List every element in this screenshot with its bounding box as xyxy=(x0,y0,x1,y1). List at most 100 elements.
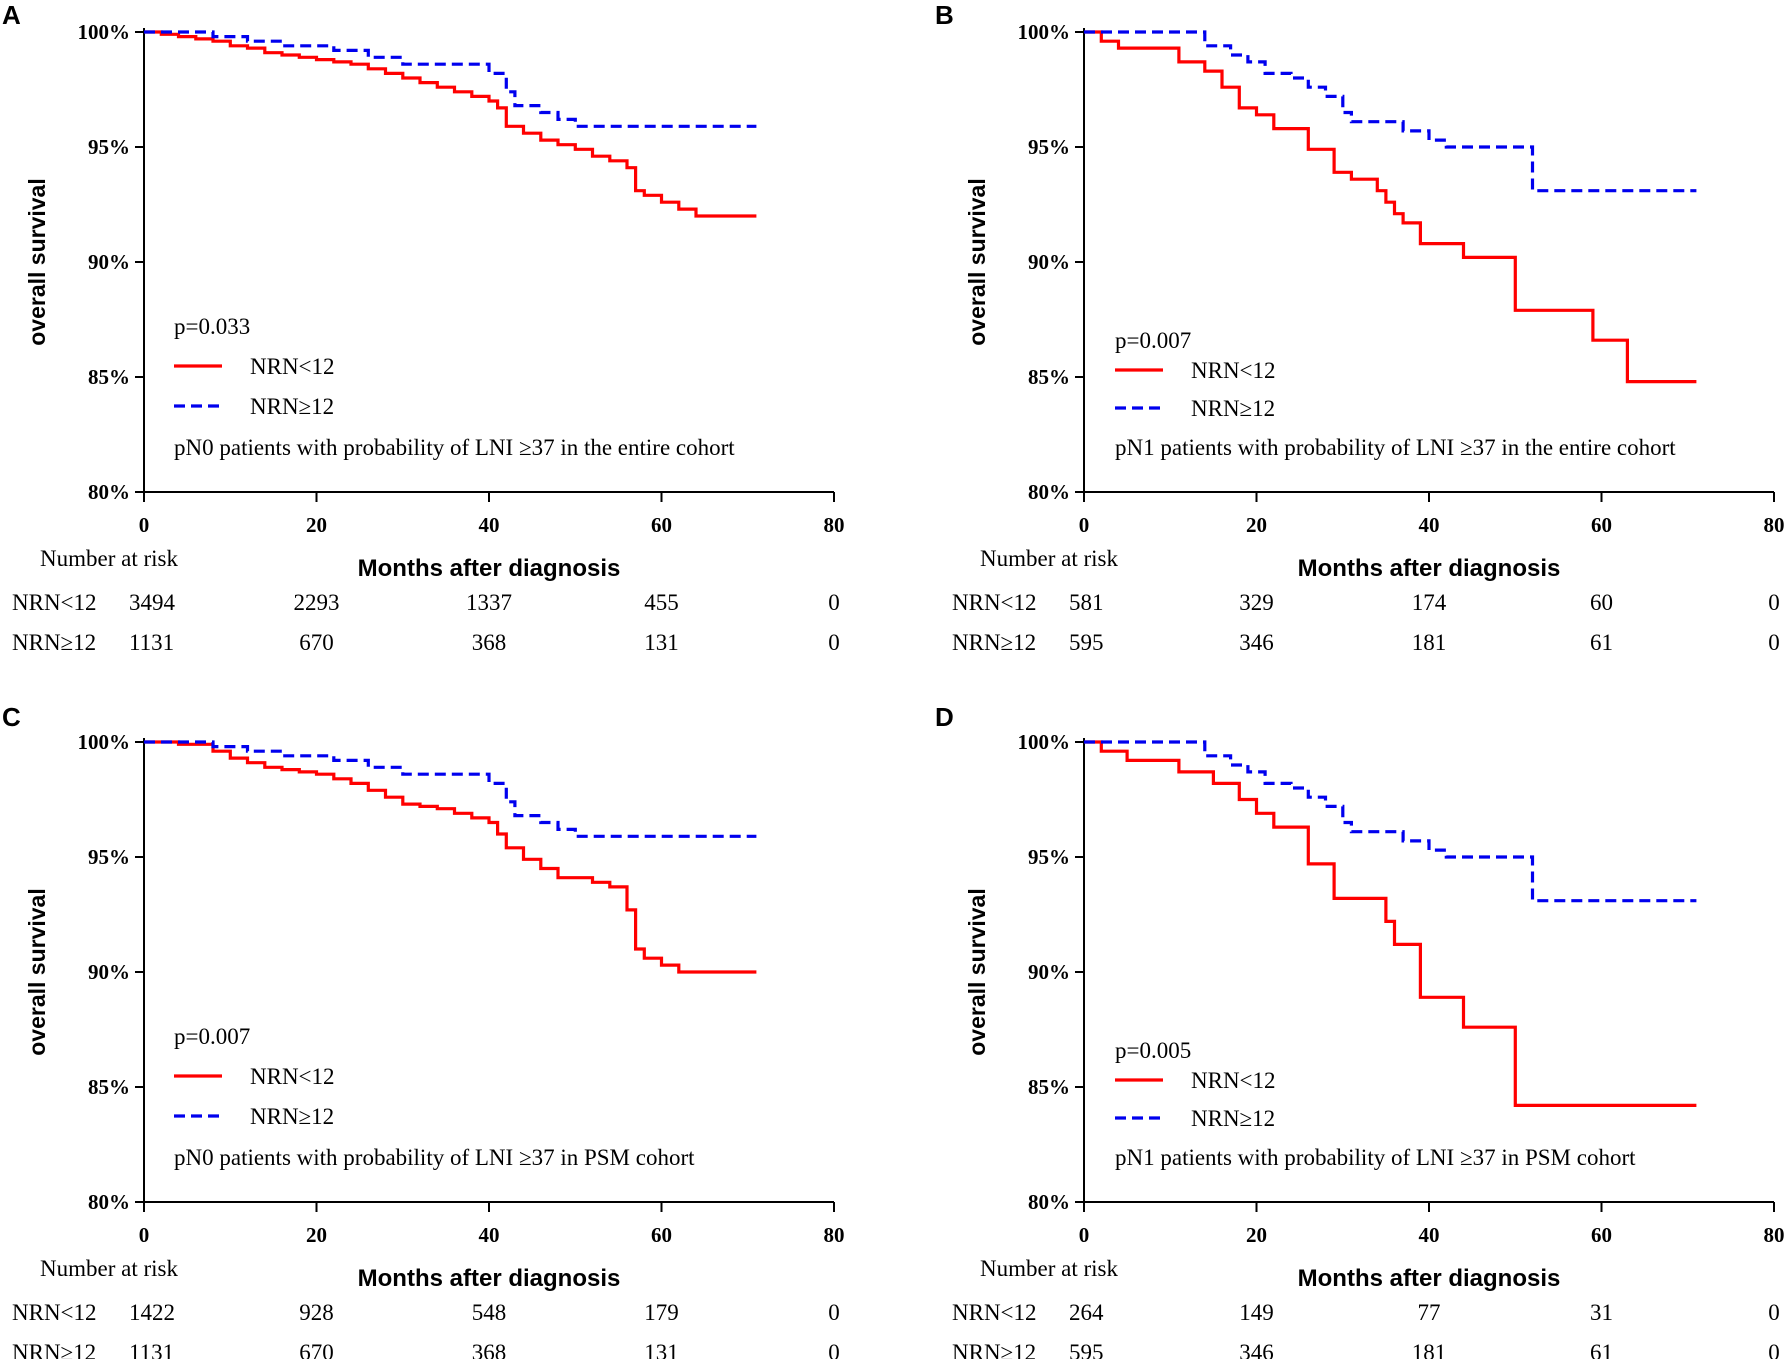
panel-letter: C xyxy=(2,702,21,732)
risk-value: 368 xyxy=(472,630,507,655)
legend-label: NRN<12 xyxy=(1191,358,1276,383)
panel-letter: B xyxy=(935,0,954,30)
y-axis-label: overall survival xyxy=(964,888,990,1056)
risk-row-label: NRN<12 xyxy=(952,590,1037,615)
risk-row-label: NRN<12 xyxy=(952,1300,1037,1325)
p-value: p=0.005 xyxy=(1115,1038,1191,1063)
x-axis-label: Months after diagnosis xyxy=(358,1265,621,1292)
legend-label: NRN<12 xyxy=(250,1064,335,1089)
y-tick-label: 80% xyxy=(1028,480,1070,504)
series-line-nrn-ge-12 xyxy=(1084,740,1697,903)
risk-value: 595 xyxy=(1069,630,1104,655)
risk-value: 2293 xyxy=(294,590,340,615)
p-value: p=0.033 xyxy=(174,314,250,339)
panel-b: B 80% 85% 90% 95% 100% 0 20 40 60 80 overall surviv… xyxy=(935,0,1785,655)
risk-value: 0 xyxy=(828,1340,840,1359)
risk-value: 264 xyxy=(1069,1300,1104,1325)
p-value: p=0.007 xyxy=(1115,328,1191,353)
risk-value: 1422 xyxy=(129,1300,175,1325)
x-tick-label: 80 xyxy=(824,1223,845,1247)
x-tick-label: 60 xyxy=(651,513,672,537)
x-axis-label: Months after diagnosis xyxy=(1298,555,1561,582)
legend-label: NRN≥12 xyxy=(250,1104,334,1129)
risk-value: 3494 xyxy=(129,590,176,615)
risk-table-title: Number at risk xyxy=(980,1256,1118,1281)
panel-letter: D xyxy=(935,702,954,732)
risk-table-title: Number at risk xyxy=(980,546,1118,571)
y-tick-label: 85% xyxy=(88,365,130,389)
y-tick-label: 85% xyxy=(88,1075,130,1099)
risk-value: 0 xyxy=(1768,1340,1780,1359)
x-axis-label: Months after diagnosis xyxy=(1298,1265,1561,1292)
y-tick-label: 85% xyxy=(1028,1075,1070,1099)
y-tick-label: 95% xyxy=(1028,845,1070,869)
risk-row-label: NRN<12 xyxy=(12,590,97,615)
risk-value: 928 xyxy=(299,1300,334,1325)
x-tick-label: 60 xyxy=(651,1223,672,1247)
series-line-nrn-lt-12 xyxy=(144,30,757,218)
legend-label: NRN≥12 xyxy=(250,394,334,419)
x-tick-label: 40 xyxy=(479,1223,500,1247)
y-tick-label: 100% xyxy=(1018,730,1071,754)
y-axis-label: overall survival xyxy=(24,178,50,346)
y-tick-label: 100% xyxy=(1018,20,1071,44)
x-tick-label: 20 xyxy=(306,513,327,537)
y-tick-label: 95% xyxy=(1028,135,1070,159)
risk-table-title: Number at risk xyxy=(40,1256,178,1281)
panel-d: D 80% 85% 90% 95% 100% 0 20 40 60 80 overall surviv… xyxy=(935,702,1785,1359)
risk-value: 0 xyxy=(828,630,840,655)
series-line-nrn-lt-12 xyxy=(1084,30,1697,384)
risk-value: 77 xyxy=(1418,1300,1441,1325)
y-tick-label: 80% xyxy=(1028,1190,1070,1214)
risk-value: 179 xyxy=(644,1300,679,1325)
risk-row-label: NRN≥12 xyxy=(952,1340,1036,1359)
legend-label: NRN≥12 xyxy=(1191,1106,1275,1131)
x-tick-label: 20 xyxy=(1246,1223,1267,1247)
x-tick-label: 0 xyxy=(1079,513,1090,537)
x-tick-label: 0 xyxy=(1079,1223,1090,1247)
y-tick-label: 85% xyxy=(1028,365,1070,389)
risk-value: 131 xyxy=(644,1340,679,1359)
x-tick-label: 60 xyxy=(1591,513,1612,537)
x-tick-label: 60 xyxy=(1591,1223,1612,1247)
risk-row-label: NRN≥12 xyxy=(12,630,96,655)
risk-row-label: NRN≥12 xyxy=(12,1340,96,1359)
y-tick-label: 95% xyxy=(88,845,130,869)
y-tick-label: 100% xyxy=(78,730,131,754)
subgroup-annotation: pN0 patients with probability of LNI ≥37… xyxy=(174,435,735,460)
series-line-nrn-ge-12 xyxy=(144,30,757,128)
risk-value: 60 xyxy=(1590,590,1613,615)
x-tick-label: 20 xyxy=(306,1223,327,1247)
risk-value: 1131 xyxy=(129,630,174,655)
x-tick-label: 0 xyxy=(139,513,150,537)
y-tick-label: 90% xyxy=(1028,960,1070,984)
risk-value: 368 xyxy=(472,1340,507,1359)
y-tick-label: 80% xyxy=(88,480,130,504)
risk-value: 581 xyxy=(1069,590,1104,615)
y-axis-label: overall survival xyxy=(24,888,50,1056)
y-axis-label: overall survival xyxy=(964,178,990,346)
y-tick-label: 100% xyxy=(78,20,131,44)
subgroup-annotation: pN0 patients with probability of LNI ≥37… xyxy=(174,1145,695,1170)
risk-value: 131 xyxy=(644,630,679,655)
risk-value: 181 xyxy=(1412,630,1447,655)
x-axis-label: Months after diagnosis xyxy=(358,555,621,582)
risk-value: 61 xyxy=(1590,630,1613,655)
series-line-nrn-lt-12 xyxy=(1084,740,1697,1107)
panel-a: A 80% 85% 90% 95% 100% 0 20 40 60 80 overall surviv… xyxy=(2,0,845,655)
risk-value: 0 xyxy=(1768,1300,1780,1325)
risk-value: 1131 xyxy=(129,1340,174,1359)
risk-value: 149 xyxy=(1239,1300,1274,1325)
risk-value: 181 xyxy=(1412,1340,1447,1359)
x-tick-label: 80 xyxy=(824,513,845,537)
legend-label: NRN<12 xyxy=(250,354,335,379)
x-tick-label: 80 xyxy=(1764,1223,1785,1247)
y-tick-label: 90% xyxy=(88,960,130,984)
risk-value: 31 xyxy=(1590,1300,1613,1325)
panel-letter: A xyxy=(2,0,21,30)
x-tick-label: 80 xyxy=(1764,513,1785,537)
series-line-nrn-ge-12 xyxy=(144,740,757,838)
risk-row-label: NRN≥12 xyxy=(952,630,1036,655)
panel-c: C 80% 85% 90% 95% 100% 0 20 40 60 80 overall surviv… xyxy=(2,702,845,1359)
p-value: p=0.007 xyxy=(174,1024,250,1049)
